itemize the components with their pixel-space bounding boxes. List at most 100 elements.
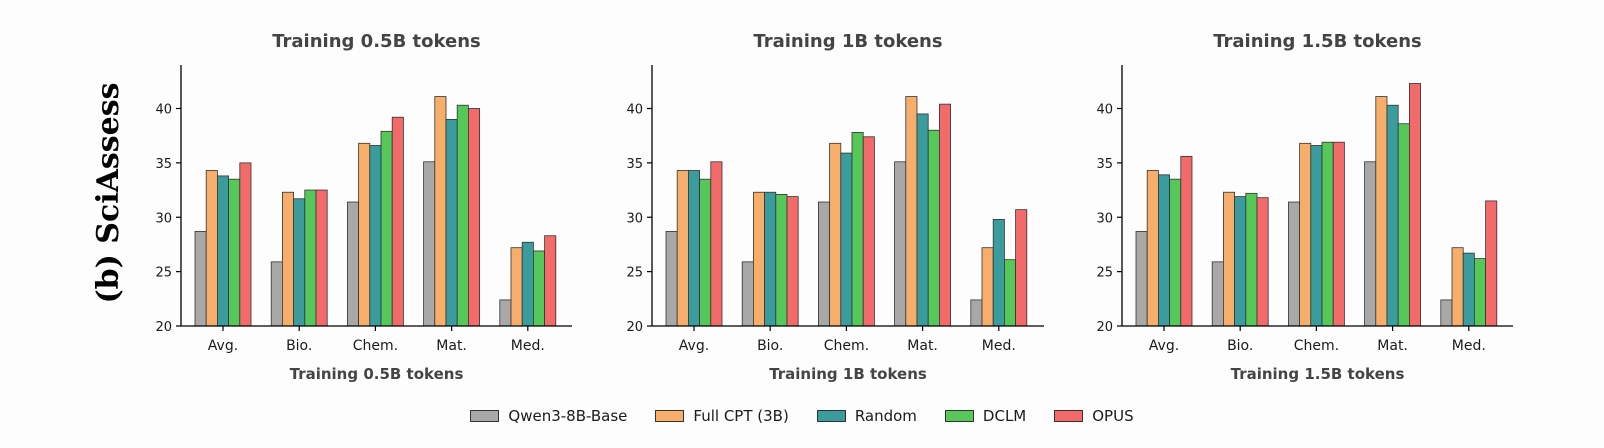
bar-full-cpt-3b-chem <box>829 142 842 327</box>
x-tick-label: Avg. <box>208 338 238 354</box>
x-tick-label: Chem. <box>1294 338 1339 354</box>
bar-qwen3-8b-base-med <box>970 299 983 327</box>
bar-opus-med <box>544 235 557 327</box>
bar-qwen3-8b-base-bio <box>741 261 754 327</box>
bar-opus-bio <box>786 196 799 327</box>
y-tick-label: 25 <box>1096 266 1113 281</box>
x-axis-label: Training 1B tokens <box>769 365 927 383</box>
bar-opus-avg <box>1180 155 1193 327</box>
bar-qwen3-8b-base-mat <box>1364 161 1377 327</box>
bar-random-avg <box>216 175 229 327</box>
bar-random-avg <box>688 170 701 327</box>
bar-random-bio <box>1234 196 1247 327</box>
bar-random-mat <box>1386 104 1399 327</box>
y-tick-label: 20 <box>626 320 643 335</box>
bar-full-cpt-3b-med <box>510 247 523 327</box>
legend: Qwen3-8B-Base Full CPT (3B) Random DCLM OPUS <box>0 404 1604 428</box>
legend-swatch <box>816 410 846 422</box>
bar-qwen3-8b-base-mat <box>894 161 907 327</box>
bar-random-med <box>1462 252 1475 327</box>
legend-label: Random <box>854 407 917 425</box>
legend-item: Random <box>816 407 917 425</box>
bar-full-cpt-3b-mat <box>1375 96 1388 327</box>
bar-dclm-chem <box>380 130 393 327</box>
legend-swatch <box>944 410 974 422</box>
bar-full-cpt-3b-bio <box>281 191 294 327</box>
chart-panel-3: Training 1.5B tokens Training 1.5B tokens… <box>1096 31 1513 383</box>
bar-dclm-med <box>1004 259 1017 327</box>
legend-swatch <box>655 410 685 422</box>
y-tick-label: 30 <box>1096 211 1113 226</box>
bar-dclm-med <box>533 250 546 327</box>
x-tick-label: Bio. <box>286 338 312 354</box>
bar-opus-med <box>1015 209 1028 327</box>
y-tick-label: 30 <box>155 211 172 226</box>
x-tick-label: Bio. <box>1227 338 1253 354</box>
bar-dclm-mat <box>927 129 940 327</box>
x-tick-label: Mat. <box>1377 338 1408 354</box>
bar-full-cpt-3b-med <box>981 247 994 327</box>
bar-dclm-bio <box>304 189 317 327</box>
chart-panel-1: Training 0.5B tokens Training 0.5B tokens… <box>155 31 572 383</box>
bar-opus-bio <box>315 189 328 327</box>
bar-full-cpt-3b-mat <box>434 96 447 327</box>
bar-dclm-med <box>1474 258 1487 327</box>
bar-full-cpt-3b-chem <box>1299 142 1312 327</box>
x-tick-label: Mat. <box>907 338 938 354</box>
bar-qwen3-8b-base-bio <box>1211 261 1224 327</box>
bar-random-chem <box>369 145 382 327</box>
bar-opus-med <box>1485 200 1498 327</box>
bar-qwen3-8b-base-avg <box>1135 230 1148 327</box>
x-axis-label: Training 0.5B tokens <box>290 365 464 383</box>
legend-label: DCLM <box>982 407 1027 425</box>
bar-full-cpt-3b-avg <box>676 170 689 327</box>
chart-title: Training 0.5B tokens <box>272 31 481 52</box>
y-tick-label: 30 <box>626 211 643 226</box>
bar-opus-mat <box>939 103 952 327</box>
bar-opus-mat <box>467 108 480 327</box>
x-tick-label: Med. <box>511 338 545 354</box>
bar-random-avg <box>1158 174 1171 327</box>
bar-full-cpt-3b-med <box>1451 247 1464 327</box>
x-tick-label: Avg. <box>679 338 709 354</box>
bar-qwen3-8b-base-chem <box>1288 201 1301 327</box>
y-tick-label: 40 <box>626 103 643 118</box>
bar-random-chem <box>1310 145 1323 327</box>
row-label: (b) SciAssess <box>91 82 126 303</box>
bar-opus-avg <box>239 162 252 327</box>
x-tick-label: Chem. <box>353 338 398 354</box>
bar-qwen3-8b-base-med <box>1440 299 1453 327</box>
y-tick-label: 35 <box>1096 157 1113 172</box>
x-tick-label: Mat. <box>436 338 467 354</box>
chart-title: Training 1.5B tokens <box>1213 31 1422 52</box>
bar-random-mat <box>916 113 929 327</box>
chart-panel-2: Training 1B tokens Training 1B tokens 20 25… <box>626 31 1044 383</box>
chart-title: Training 1B tokens <box>753 31 942 52</box>
bar-qwen3-8b-base-med <box>499 299 512 327</box>
bar-qwen3-8b-base-bio <box>270 261 283 327</box>
x-tick-label: Med. <box>1452 338 1486 354</box>
bar-dclm-chem <box>1321 141 1334 327</box>
bar-dclm-chem <box>851 132 864 327</box>
bar-opus-bio <box>1256 197 1269 327</box>
y-tick-label: 40 <box>1096 103 1113 118</box>
y-tick-label: 35 <box>626 157 643 172</box>
legend-label: OPUS <box>1092 407 1134 425</box>
bar-opus-avg <box>710 161 723 327</box>
y-tick-label: 25 <box>626 266 643 281</box>
bar-dclm-avg <box>228 178 241 327</box>
bar-random-bio <box>764 191 777 327</box>
y-tick-label: 20 <box>1096 320 1113 335</box>
x-tick-label: Med. <box>982 338 1016 354</box>
x-tick-label: Avg. <box>1149 338 1179 354</box>
bar-dclm-bio <box>1245 192 1258 327</box>
bar-opus-chem <box>862 136 875 327</box>
bar-dclm-avg <box>699 178 712 327</box>
bar-full-cpt-3b-avg <box>1146 170 1159 327</box>
bar-qwen3-8b-base-chem <box>346 201 359 327</box>
y-tick-label: 35 <box>155 157 172 172</box>
bar-full-cpt-3b-avg <box>205 170 218 327</box>
bar-full-cpt-3b-bio <box>753 191 766 327</box>
bar-random-med <box>521 241 534 327</box>
legend-item: Qwen3-8B-Base <box>470 407 627 425</box>
